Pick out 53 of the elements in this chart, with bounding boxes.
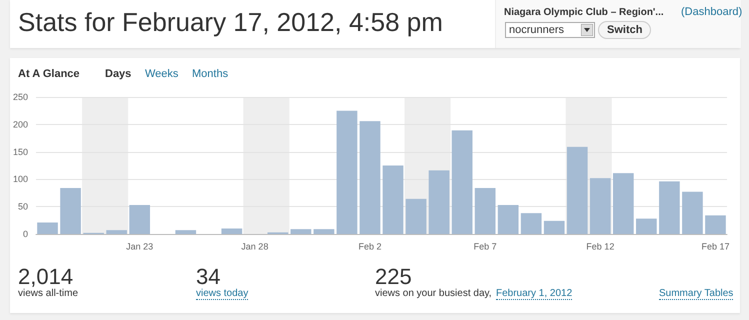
x-tick-label: Jan 23 <box>126 242 154 252</box>
y-tick-label: 0 <box>22 229 28 239</box>
bar <box>336 110 358 234</box>
x-tick-label: Feb 2 <box>358 242 382 252</box>
text: views today <box>196 288 248 300</box>
bar <box>314 229 334 234</box>
bar <box>106 230 127 234</box>
text: Switch <box>598 21 652 39</box>
text: nocrunners <box>509 24 564 36</box>
text: 225 <box>375 264 412 289</box>
bar <box>544 220 565 234</box>
x-tick-label: Jan 28 <box>241 242 268 252</box>
text: Niagara Olympic Club – Region'... <box>504 7 664 18</box>
bar <box>37 222 58 234</box>
bar <box>612 173 634 234</box>
x-tick-label: Feb 17 <box>701 242 730 252</box>
y-tick-label: 50 <box>18 202 28 212</box>
bar <box>474 188 496 234</box>
x-tick-label: Feb 12 <box>586 242 614 252</box>
text: Days <box>105 68 132 80</box>
text: (Dashboard) <box>681 6 742 18</box>
bar <box>659 181 680 234</box>
text: views all-time <box>18 288 78 299</box>
bar <box>520 213 542 234</box>
y-tick-label: 200 <box>12 119 28 130</box>
bar <box>382 166 404 234</box>
bar <box>682 192 703 234</box>
bar <box>428 170 450 234</box>
bar <box>290 229 312 234</box>
y-tick-label: 100 <box>12 174 28 184</box>
text: views on your busiest day, <box>375 288 492 299</box>
bar <box>360 121 380 234</box>
bar <box>406 198 426 234</box>
bar <box>175 230 196 234</box>
y-tick-label: 250 <box>12 92 28 102</box>
bar <box>590 178 611 234</box>
bar <box>636 218 657 234</box>
text: Weeks <box>145 68 178 80</box>
y-tick-label: 150 <box>12 146 28 157</box>
text: At A Glance <box>18 68 80 80</box>
text: 2,014 <box>18 264 74 289</box>
bar <box>705 215 726 234</box>
text: February 1, 2012 <box>496 288 572 300</box>
bar <box>566 146 588 234</box>
text: 34 <box>196 264 220 289</box>
chart-title: Stats for February 17, 2012, 4:58 pm <box>18 7 443 37</box>
bar <box>60 188 81 234</box>
bar <box>221 228 242 234</box>
x-tick-label: Feb 7 <box>474 242 497 252</box>
text: Summary Tables <box>659 288 734 300</box>
bar <box>498 204 519 234</box>
bar <box>129 204 150 234</box>
text: Months <box>192 68 228 80</box>
